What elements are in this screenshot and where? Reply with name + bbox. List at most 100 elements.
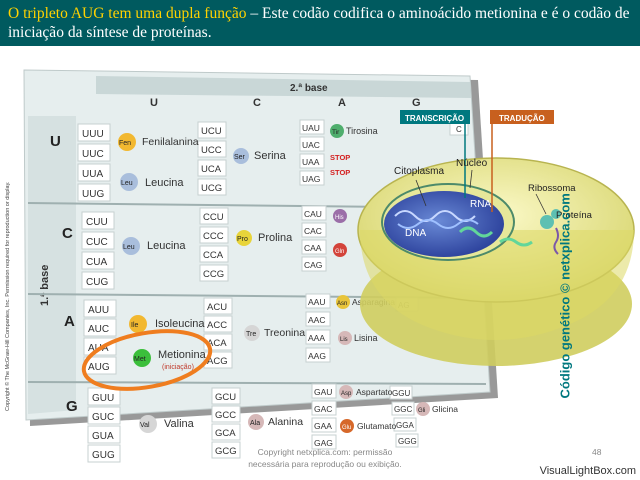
codon: GUA [92, 431, 114, 442]
second-base-title: 2.ª base [290, 83, 328, 94]
aa-name: Lisina [354, 333, 378, 343]
aa-note: (iniciação) [162, 364, 194, 371]
codon: CAG [304, 260, 322, 270]
codon: AAU [308, 297, 325, 307]
first-base-g: G [66, 398, 78, 415]
aa-name: Valina [164, 418, 195, 430]
brand-text: Código genético © netxplica.com [557, 193, 573, 399]
aa-abbr: Gli [418, 408, 425, 414]
amino-acids: Fen Fenilalanina Leu Leucina Ser Serina … [118, 124, 458, 433]
transcription-label: TRANSCRIÇÃO [405, 114, 464, 123]
header-highlight: O tripleto AUG tem uma dupla função [8, 5, 247, 22]
slide-number: 48 [592, 447, 602, 457]
codon: AAG [308, 351, 326, 361]
codon: AUU [88, 305, 109, 316]
aa-name: Aspartato [356, 387, 393, 397]
codon: C [456, 125, 462, 134]
aa-name: Leucina [145, 177, 184, 189]
codon: ACG [207, 356, 228, 367]
codon: UCC [201, 145, 222, 156]
codon: UUC [82, 149, 104, 160]
aa-abbr: Tre [246, 331, 256, 338]
stop-label: STOP [330, 168, 350, 177]
first-base-title: 1.ª base [39, 265, 51, 306]
ribosome-label: Ribossoma [528, 183, 576, 194]
codon: GCU [215, 392, 236, 403]
codon: GCC [215, 410, 236, 421]
header-body: – Este codão codifica o aminoácido metio… [8, 5, 630, 41]
first-base-u: U [50, 133, 61, 150]
aa-abbr: Tir [332, 129, 340, 136]
cytoplasm-label: Citoplasma [394, 166, 444, 177]
codon: CCG [203, 269, 224, 280]
codon: CAA [304, 243, 322, 253]
codon: CCC [203, 231, 224, 242]
aa-name: Glicina [432, 404, 458, 414]
codon: UAA [302, 157, 320, 167]
codon: GUC [92, 412, 114, 423]
watermark: VisualLightBox.com [539, 465, 636, 477]
aa-name: Serina [254, 150, 287, 162]
codon: UCA [201, 164, 222, 175]
codon: GGA [396, 421, 414, 430]
second-base-a: A [338, 97, 346, 109]
codon: UUG [82, 189, 104, 200]
translation-badge [490, 110, 554, 124]
aa-name: Glutamato [357, 421, 396, 431]
aa-abbr: Fen [119, 140, 131, 147]
slide-body: Copyright © The McGraw-Hill Companies, I… [0, 46, 640, 480]
transcription-badge [400, 110, 470, 124]
aa-abbr: Glu [342, 425, 351, 431]
codon: CCU [203, 212, 224, 223]
codon: CAC [304, 226, 322, 236]
codon: ACC [207, 320, 227, 331]
translation-label: TRADUÇÃO [499, 114, 545, 123]
codon: UAU [302, 123, 320, 133]
codon: UCU [201, 126, 222, 137]
aa-abbr: Met [134, 356, 146, 363]
codon: GUU [92, 393, 114, 404]
aa-abbr: Asn [337, 301, 347, 307]
codon: GGC [394, 405, 412, 414]
codon: CCA [203, 250, 224, 261]
codon: UCG [201, 183, 222, 194]
codon: AAA [308, 333, 325, 343]
codon: GUG [92, 450, 115, 461]
codon: UUU [82, 129, 104, 140]
second-base-g: G [412, 97, 421, 109]
codons-col-u: UUU UUC UUA UUG CUU CUC CUA CUG AUU AUC … [77, 123, 121, 463]
codon: UAG [302, 174, 320, 184]
codons-col-a: UAU UAC UAA UAG CAU CAC CAA CAG AAU AAC … [299, 119, 337, 450]
codon: GAG [314, 438, 333, 448]
codon: CUA [86, 257, 107, 268]
rna-label: RNA [470, 199, 491, 210]
codon: ACU [207, 302, 227, 313]
second-base-c: C [253, 97, 261, 109]
codon: CUU [86, 217, 108, 228]
first-base-column [28, 116, 76, 414]
nucleus-label: Núcleo [456, 158, 488, 169]
aa-name: Leucina [147, 240, 186, 252]
codon: GGU [392, 389, 410, 398]
aa-abbr: Gln [335, 249, 344, 255]
aa-name: Treonina [264, 327, 305, 339]
aa-abbr: Asp [341, 391, 352, 397]
second-base-u: U [150, 97, 158, 109]
stop-label: STOP [330, 153, 350, 162]
aa-name: Alanina [268, 416, 303, 428]
first-base-c: C [62, 225, 73, 242]
codon: CAU [304, 209, 322, 219]
aa-abbr: Leu [121, 180, 133, 187]
codon: GGG [398, 437, 417, 446]
aug-highlight-ellipse [81, 329, 213, 391]
slide-header: O tripleto AUG tem uma dupla função – Es… [0, 0, 640, 46]
aa-name: Metionina [158, 349, 207, 361]
second-base-header [96, 76, 471, 98]
aa-abbr: Ala [250, 420, 260, 427]
codon: GCG [215, 446, 237, 457]
first-base-a: A [64, 313, 75, 330]
codon: ACA [207, 338, 227, 349]
codon: CUG [86, 277, 108, 288]
codon: UAC [302, 140, 320, 150]
codon: AUC [88, 324, 109, 335]
